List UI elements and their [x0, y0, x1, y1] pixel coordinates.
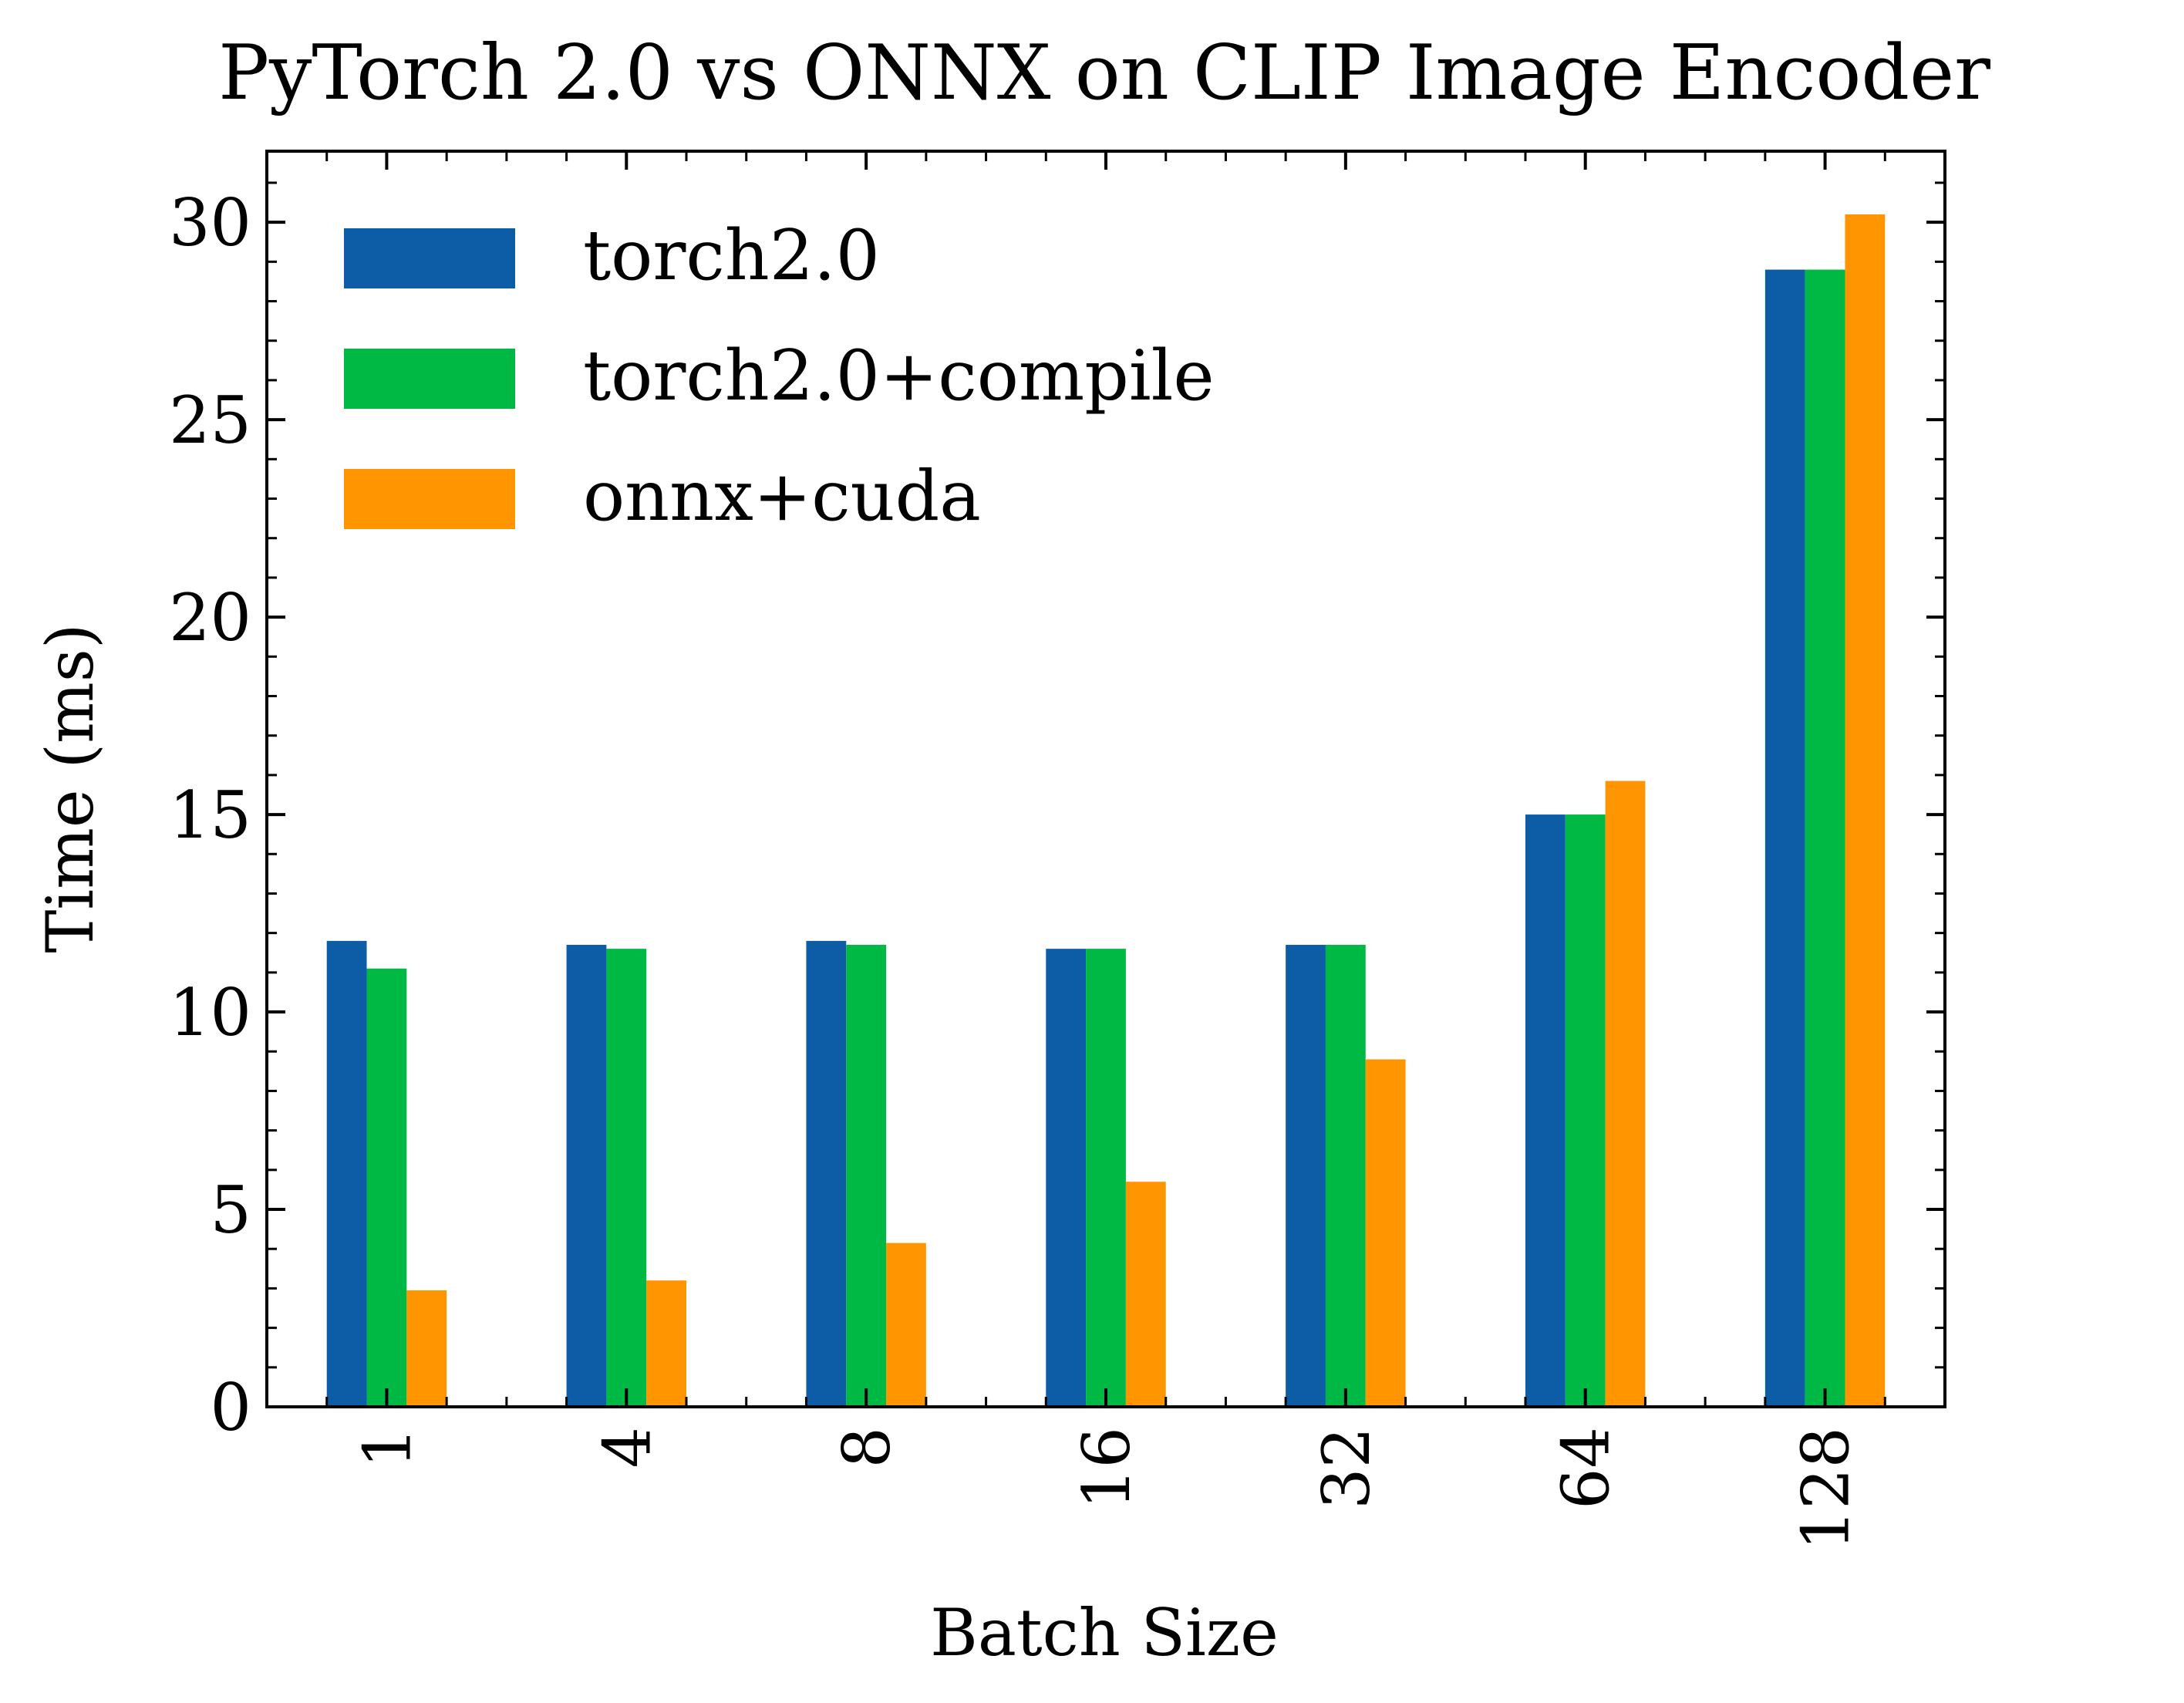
- legend-swatch-torch2.0: [344, 228, 515, 288]
- bar-onnx+cuda-4: [646, 1280, 686, 1407]
- y-tick-label: 25: [169, 383, 251, 458]
- bar-torch2.0+compile-128: [1805, 269, 1845, 1407]
- plot-area: 0 5 10 15 20 25 30 1 4 8 16 32 64 128: [169, 150, 1946, 1550]
- bar-torch2.0-128: [1764, 269, 1805, 1407]
- y-tick-label: 5: [211, 1172, 251, 1248]
- y-tick-label: 10: [169, 975, 251, 1050]
- x-tick-label: 8: [829, 1427, 905, 1468]
- x-axis-label: Batch Size: [930, 1595, 1279, 1671]
- y-tick-label: 30: [169, 185, 251, 261]
- legend-swatch-torch2.0+compile: [344, 349, 515, 409]
- x-tick-label: 32: [1309, 1427, 1384, 1509]
- y-tick-label: 0: [211, 1370, 251, 1445]
- legend-label-torch2.0+compile: torch2.0+compile: [583, 336, 1215, 416]
- x-tick-label: 1: [349, 1427, 425, 1468]
- x-tick-label: 16: [1069, 1427, 1144, 1509]
- bar-torch2.0-4: [566, 945, 607, 1407]
- bar-onnx+cuda-128: [1845, 214, 1886, 1407]
- bar-onnx+cuda-1: [406, 1290, 447, 1407]
- legend: torch2.0 torch2.0+compile onnx+cuda: [344, 215, 1215, 537]
- bar-torch2.0-32: [1286, 945, 1326, 1407]
- bar-onnx+cuda-32: [1365, 1059, 1406, 1407]
- y-axis-label: Time (ms): [32, 623, 108, 953]
- chart-title: PyTorch 2.0 vs ONNX on CLIP Image Encode…: [218, 29, 1990, 117]
- y-tick-label: 20: [169, 580, 251, 656]
- bar-torch2.0+compile-1: [366, 968, 407, 1407]
- legend-swatch-onnx+cuda: [344, 469, 515, 529]
- bar-torch2.0+compile-8: [846, 945, 887, 1407]
- bar-torch2.0-1: [326, 940, 367, 1407]
- bar-onnx+cuda-16: [1125, 1182, 1166, 1407]
- bar-torch2.0+compile-64: [1565, 814, 1606, 1407]
- x-tick-label: 64: [1549, 1427, 1624, 1509]
- x-tick-label: 4: [589, 1427, 665, 1468]
- x-tick-label: 128: [1788, 1427, 1864, 1550]
- bar-torch2.0-16: [1046, 949, 1087, 1407]
- bar-torch2.0-8: [806, 940, 847, 1407]
- bar-onnx+cuda-64: [1605, 781, 1646, 1407]
- bar-torch2.0+compile-16: [1086, 949, 1126, 1407]
- bar-torch2.0-64: [1525, 814, 1566, 1407]
- y-tick-label: 15: [169, 777, 251, 853]
- bar-torch2.0+compile-32: [1325, 945, 1366, 1407]
- bar-onnx+cuda-8: [886, 1243, 926, 1407]
- legend-label-torch2.0: torch2.0: [583, 215, 880, 296]
- legend-label-onnx+cuda: onnx+cuda: [583, 456, 981, 537]
- bar-torch2.0+compile-4: [606, 949, 647, 1407]
